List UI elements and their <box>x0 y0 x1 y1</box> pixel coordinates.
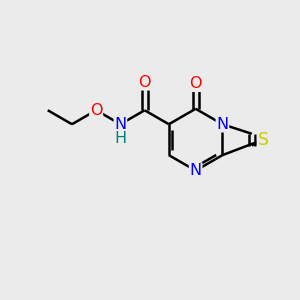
Text: N: N <box>190 163 202 178</box>
Text: H: H <box>114 131 127 146</box>
Text: S: S <box>257 131 268 149</box>
Text: N: N <box>216 117 229 132</box>
Text: O: O <box>189 76 202 91</box>
Text: O: O <box>138 75 151 90</box>
Text: O: O <box>90 103 102 118</box>
Text: N: N <box>114 117 127 132</box>
